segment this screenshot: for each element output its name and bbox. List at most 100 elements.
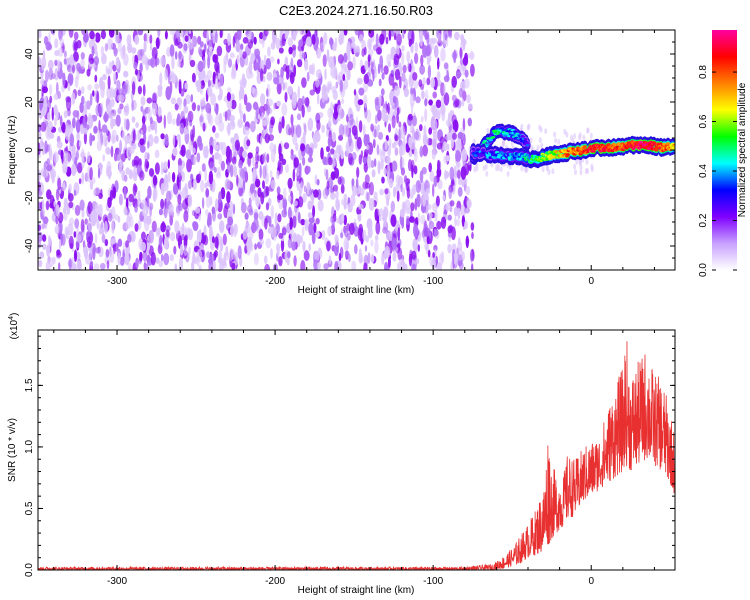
noise-cell: [139, 138, 145, 146]
noise-cell: [195, 206, 201, 214]
noise-cell: [388, 30, 392, 41]
noise-cell: [395, 174, 401, 185]
noise-cell: [155, 37, 160, 50]
noise-cell: [431, 149, 436, 160]
noise-cell: [76, 62, 81, 72]
noise-cell: [402, 64, 407, 74]
noise-cell: [343, 125, 349, 138]
signal-track-core: [473, 154, 478, 158]
noise-cell: [323, 157, 329, 166]
noise-cell: [76, 39, 82, 49]
noise-cell: [206, 69, 212, 80]
noise-cell: [190, 94, 194, 103]
noise-cell: [229, 52, 235, 59]
noise-cell: [38, 56, 42, 68]
noise-cell: [430, 77, 436, 89]
noise-cell: [302, 131, 306, 144]
noise-cell: [212, 125, 216, 133]
noise-cell: [164, 68, 169, 81]
noise-cell: [434, 248, 437, 261]
noise-cell: [179, 122, 185, 135]
noise-cell: [427, 213, 430, 222]
noise-cell: [311, 231, 316, 245]
noise-cell: [209, 145, 214, 155]
noise-cell: [388, 231, 393, 241]
noise-cell: [239, 89, 243, 99]
noise-cell: [38, 30, 42, 39]
noise-cell: [291, 91, 298, 106]
noise-cell: [165, 229, 170, 238]
noise-cell: [340, 213, 345, 223]
noise-cell: [190, 173, 193, 181]
noise-cell: [242, 51, 247, 59]
noise-cell: [219, 239, 224, 252]
noise-cell: [447, 112, 451, 125]
noise-cell: [89, 132, 93, 147]
noise-cell: [254, 48, 260, 59]
noise-cell: [169, 254, 174, 262]
secondary-track-core: [483, 139, 488, 143]
noise-cell: [495, 165, 498, 172]
secondary-track-core: [485, 143, 490, 146]
noise-cell: [356, 136, 362, 150]
noise-cell: [73, 231, 77, 238]
noise-cell: [38, 259, 43, 268]
noise-cell: [400, 167, 406, 176]
noise-cell: [297, 211, 301, 224]
noise-cell: [73, 249, 78, 262]
noise-cell: [295, 124, 302, 138]
noise-cell: [277, 58, 280, 65]
noise-cell: [216, 45, 223, 57]
noise-cell: [471, 231, 474, 240]
noise-cell: [203, 234, 209, 246]
noise-cell: [307, 166, 311, 173]
noise-cell: [102, 133, 107, 147]
noise-cell: [375, 114, 378, 125]
noise-cell: [433, 244, 438, 252]
noise-cell: [330, 148, 335, 155]
noise-cell: [84, 218, 88, 225]
noise-cell: [117, 252, 121, 266]
noise-cell: [406, 50, 411, 63]
noise-cell: [343, 214, 348, 226]
noise-cell: [140, 96, 146, 106]
noise-cell: [419, 64, 425, 75]
noise-cell: [461, 132, 466, 141]
noise-cell: [142, 84, 146, 97]
noise-cell: [77, 260, 83, 270]
noise-cell: [183, 30, 187, 36]
noise-cell: [326, 49, 330, 62]
noise-cell: [464, 207, 470, 214]
noise-cell: [188, 30, 192, 35]
noise-cell: [216, 166, 221, 176]
noise-cell: [196, 79, 202, 93]
noise-cell: [453, 49, 457, 64]
noise-cell: [408, 136, 412, 148]
noise-cell: [384, 261, 389, 270]
noise-cell: [59, 115, 63, 127]
noise-cell: [112, 242, 119, 252]
noise-cell: [401, 187, 406, 197]
noise-cell: [231, 262, 236, 270]
noise-cell: [384, 188, 389, 195]
noise-cell: [258, 228, 264, 241]
noise-cell: [191, 102, 197, 112]
noise-cell: [395, 46, 400, 57]
noise-cell: [383, 216, 387, 226]
noise-cell: [374, 68, 377, 79]
noise-cell: [205, 188, 210, 198]
noise-cell: [340, 232, 344, 239]
noise-cell: [117, 215, 121, 223]
noise-cell: [107, 165, 112, 180]
noise-cell: [204, 182, 208, 189]
noise-cell: [154, 162, 160, 175]
noise-cell: [311, 62, 315, 76]
noise-cell: [407, 62, 410, 72]
noise-cell: [234, 251, 239, 266]
noise-cell: [391, 160, 398, 172]
noise-cell: [420, 115, 424, 123]
noise-cell: [334, 167, 340, 179]
noise-cell: [47, 112, 51, 121]
noise-cell: [220, 160, 226, 171]
noise-cell: [364, 105, 368, 119]
